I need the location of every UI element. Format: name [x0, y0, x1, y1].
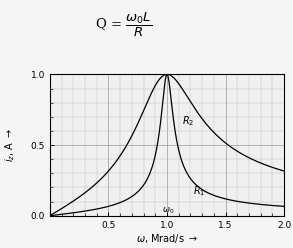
Text: R$_1$: R$_1$	[193, 185, 205, 198]
Y-axis label: $i_z$, A $\rightarrow$: $i_z$, A $\rightarrow$	[3, 128, 17, 162]
X-axis label: $\omega$, Mrad/s $\rightarrow$: $\omega$, Mrad/s $\rightarrow$	[136, 232, 198, 246]
Text: Q = $\dfrac{\omega_0 L}{R}$: Q = $\dfrac{\omega_0 L}{R}$	[95, 11, 151, 39]
Text: $\omega_0$: $\omega_0$	[162, 206, 175, 217]
Text: R$_2$: R$_2$	[182, 114, 195, 128]
